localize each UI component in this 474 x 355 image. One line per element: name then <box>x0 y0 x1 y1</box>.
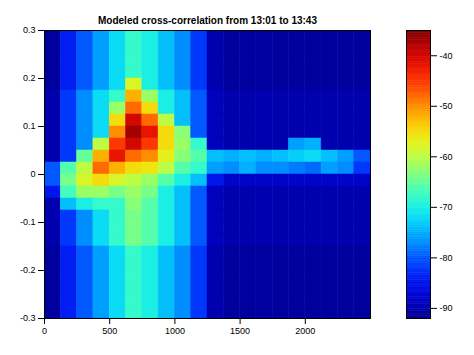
svg-text:-0.1: -0.1 <box>20 217 36 227</box>
svg-text:-70: -70 <box>440 202 453 212</box>
svg-text:0: 0 <box>42 326 47 336</box>
svg-text:0.2: 0.2 <box>23 73 36 83</box>
svg-text:-50: -50 <box>440 101 453 111</box>
svg-text:500: 500 <box>102 326 117 336</box>
svg-text:-40: -40 <box>440 51 453 61</box>
svg-text:-90: -90 <box>440 303 453 313</box>
svg-text:0: 0 <box>30 169 35 179</box>
svg-text:2000: 2000 <box>295 326 315 336</box>
svg-text:0.1: 0.1 <box>23 121 36 131</box>
svg-text:1500: 1500 <box>230 326 250 336</box>
svg-text:0.3: 0.3 <box>23 25 36 35</box>
svg-text:-0.2: -0.2 <box>20 265 36 275</box>
svg-text:-0.3: -0.3 <box>20 313 36 323</box>
svg-text:Modeled cross-correlation from: Modeled cross-correlation from 13:01 to … <box>98 15 317 26</box>
svg-text:-60: -60 <box>440 152 453 162</box>
svg-text:1000: 1000 <box>165 326 185 336</box>
svg-text:-80: -80 <box>440 253 453 263</box>
